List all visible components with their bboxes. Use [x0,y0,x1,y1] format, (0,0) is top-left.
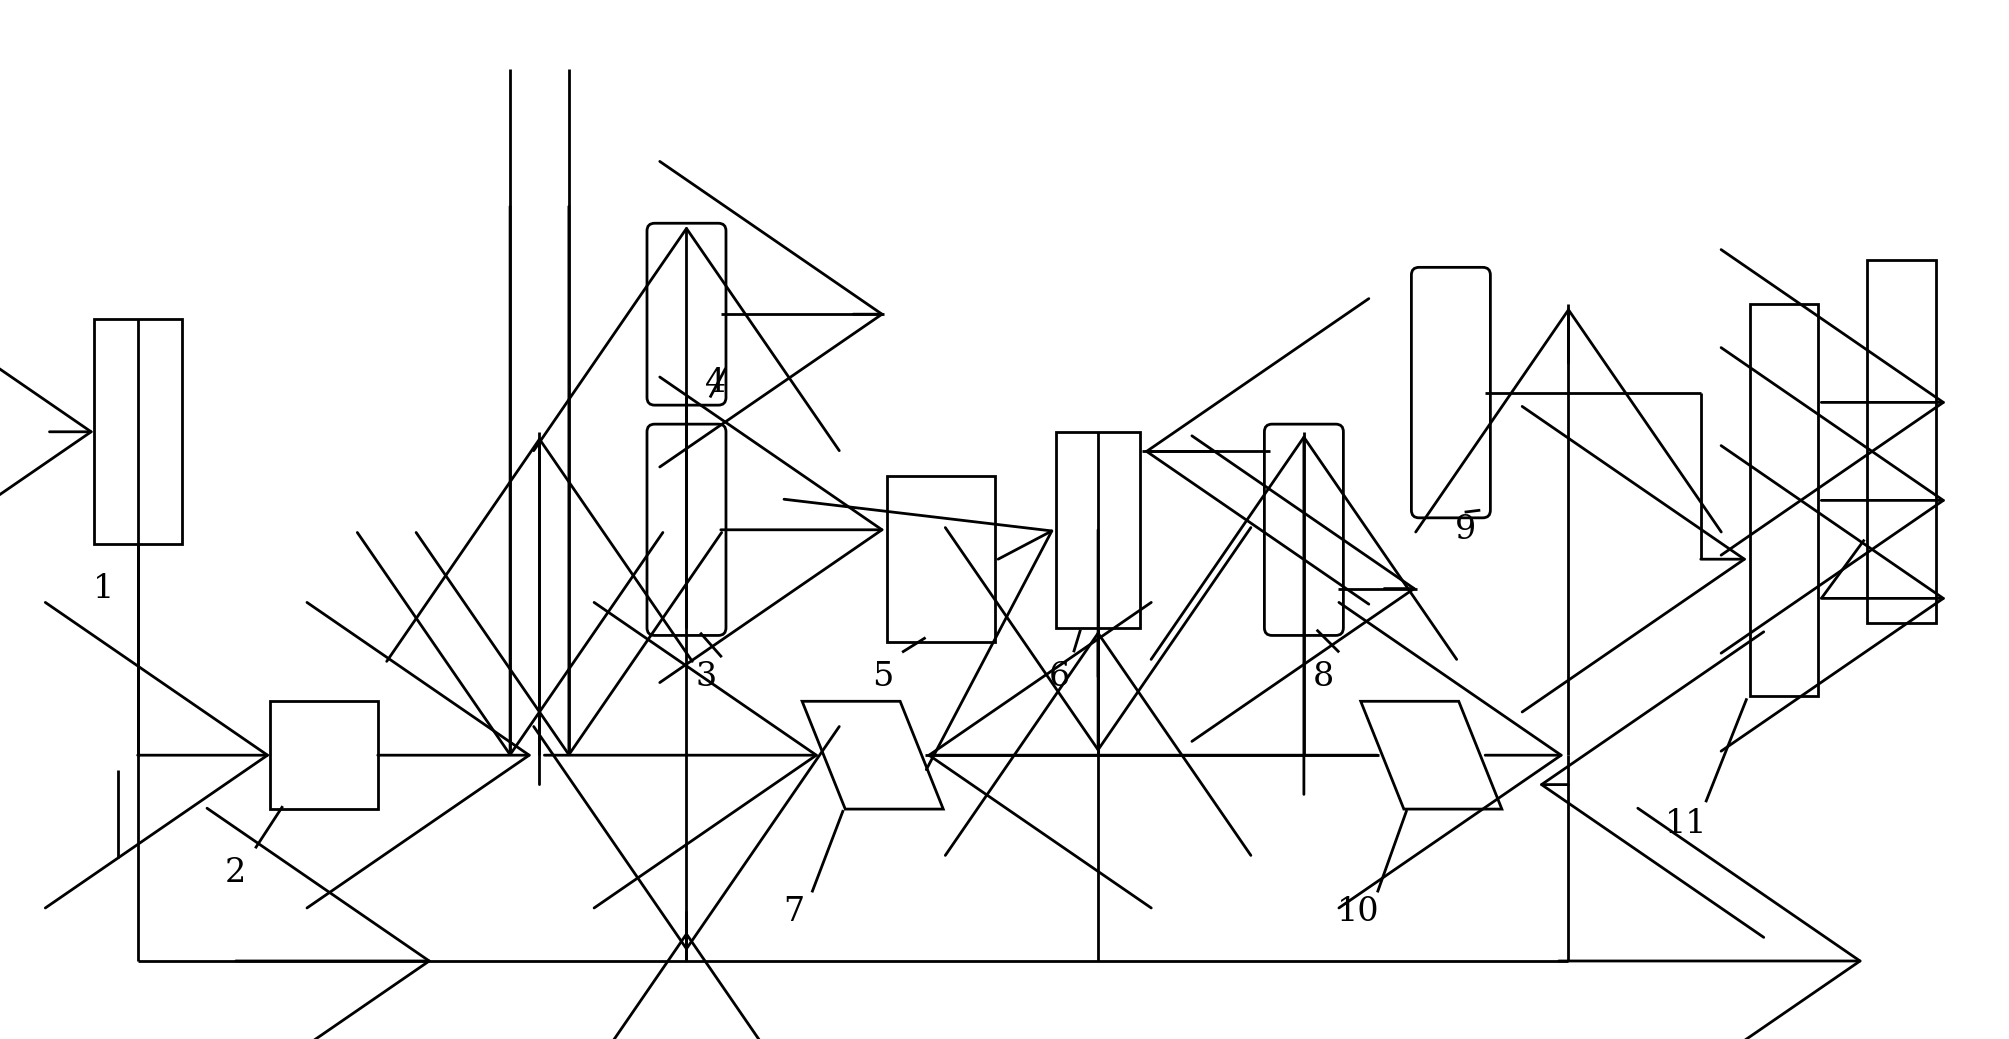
Bar [1057,432,1139,628]
Text: 11: 11 [1665,807,1708,840]
Bar [94,319,181,544]
Polygon shape [802,701,944,809]
FancyBboxPatch shape [647,424,725,636]
Bar [269,701,378,809]
Text: 2: 2 [225,857,247,888]
Text: 10: 10 [1336,896,1378,928]
Text: 1: 1 [92,572,115,605]
FancyBboxPatch shape [1264,424,1344,636]
Text: 8: 8 [1312,661,1334,693]
FancyBboxPatch shape [1412,267,1491,517]
FancyBboxPatch shape [647,223,725,405]
Bar [1868,261,1937,623]
Text: 5: 5 [872,661,894,693]
Text: 7: 7 [784,896,806,928]
Text: 4: 4 [705,367,727,399]
Text: 6: 6 [1049,661,1069,693]
Polygon shape [1360,701,1503,809]
Bar [1750,304,1818,696]
Text: 9: 9 [1455,514,1477,545]
Bar [888,476,994,642]
Text: 3: 3 [695,661,717,693]
